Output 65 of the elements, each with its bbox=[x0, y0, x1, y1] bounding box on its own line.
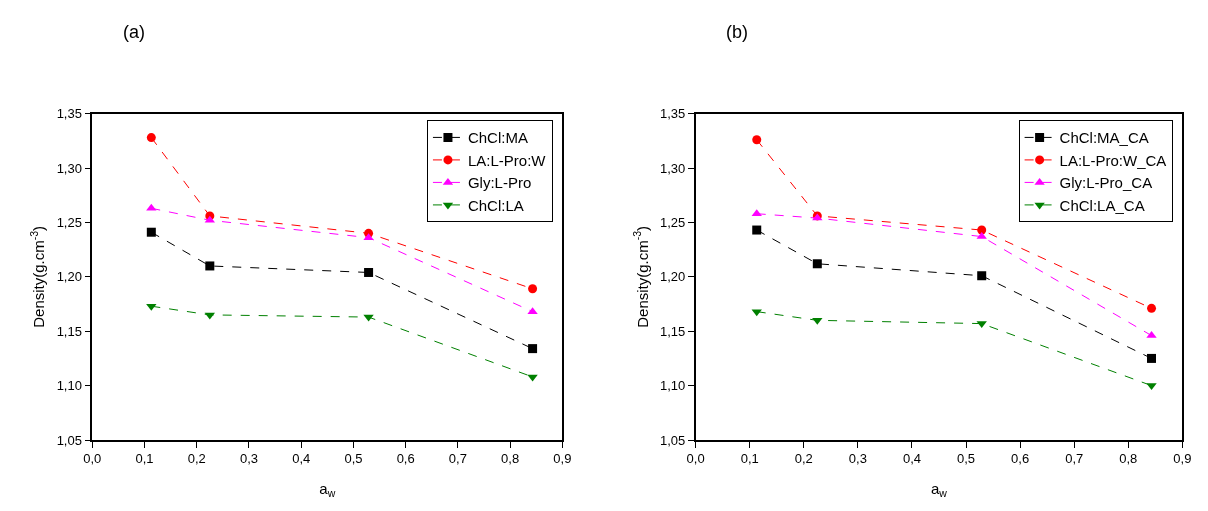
legend-label: ChCl:MA bbox=[467, 129, 528, 147]
point bbox=[1147, 303, 1157, 313]
y-tick-label: 1,15 bbox=[56, 323, 82, 339]
x-tick-label: 0,8 bbox=[501, 451, 520, 467]
point bbox=[752, 225, 762, 235]
y-tick-label: 1,20 bbox=[659, 269, 686, 285]
x-tick-label: 0,7 bbox=[448, 451, 467, 467]
x-tick-label: 0,9 bbox=[553, 451, 572, 467]
point bbox=[146, 227, 156, 237]
point bbox=[751, 309, 762, 317]
point bbox=[528, 344, 538, 354]
legend-label: ChCl:MA_CA bbox=[1059, 129, 1149, 147]
x-tick-label: 0,5 bbox=[956, 451, 976, 467]
y-tick-label: 1,10 bbox=[56, 378, 82, 394]
point bbox=[146, 203, 157, 211]
point bbox=[976, 321, 987, 329]
legend-label: Gly:L-Pro_CA bbox=[1059, 174, 1153, 192]
x-tick-label: 0,2 bbox=[794, 451, 813, 467]
legend-label: ChCl:LA bbox=[467, 196, 524, 214]
x-axis-title: a$_{w}$ bbox=[319, 479, 336, 500]
y-tick-label: 1,05 bbox=[56, 432, 82, 448]
point bbox=[977, 271, 987, 281]
chart-title: (a) bbox=[123, 22, 145, 42]
point bbox=[812, 259, 822, 269]
y-tick-label: 1,35 bbox=[56, 106, 82, 122]
x-tick-label: 0,8 bbox=[1119, 451, 1138, 467]
x-tick-label: 0,3 bbox=[239, 451, 259, 467]
y-tick-label: 1,25 bbox=[56, 214, 82, 230]
point bbox=[363, 314, 374, 322]
x-tick-label: 0,4 bbox=[292, 451, 311, 467]
x-tick-label: 0,5 bbox=[344, 451, 363, 467]
y-tick-label: 1,25 bbox=[659, 214, 686, 230]
x-tick-label: 0,7 bbox=[1065, 451, 1084, 467]
x-tick-label: 0,3 bbox=[848, 451, 867, 467]
x-axis-title: a$_{w}$ bbox=[931, 479, 948, 500]
y-tick-label: 1,20 bbox=[56, 269, 82, 285]
x-tick-label: 0,9 bbox=[1173, 451, 1192, 467]
point bbox=[205, 261, 215, 271]
y-tick-label: 1,05 bbox=[659, 432, 686, 448]
x-tick-label: 0,4 bbox=[902, 451, 921, 467]
y-tick-label: 1,30 bbox=[56, 160, 82, 176]
x-tick-label: 0,1 bbox=[740, 451, 759, 467]
y-tick-label: 1,15 bbox=[659, 323, 686, 339]
x-tick-label: 0,6 bbox=[1011, 451, 1030, 467]
point bbox=[364, 267, 374, 277]
point bbox=[528, 284, 538, 294]
x-tick-label: 0,0 bbox=[83, 451, 102, 467]
legend-label: Gly:L-Pro bbox=[467, 174, 532, 192]
point bbox=[146, 303, 157, 311]
chart-title: (b) bbox=[726, 22, 748, 42]
y-tick-label: 1,35 bbox=[659, 106, 686, 122]
point bbox=[1147, 353, 1157, 363]
x-tick-label: 0,6 bbox=[396, 451, 415, 467]
x-tick-label: 0,0 bbox=[686, 451, 705, 467]
legend-label: LA:L-Pro:W bbox=[467, 151, 547, 169]
point bbox=[752, 135, 762, 145]
legend-label: LA:L-Pro:W_CA bbox=[1059, 151, 1167, 169]
point bbox=[977, 225, 987, 235]
x-tick-label: 0,2 bbox=[187, 451, 206, 467]
legend-label: ChCl:LA_CA bbox=[1059, 196, 1145, 214]
x-tick-label: 0,1 bbox=[135, 451, 154, 467]
point bbox=[1146, 383, 1157, 391]
y-tick-label: 1,10 bbox=[659, 378, 686, 394]
point bbox=[146, 133, 156, 143]
y-tick-label: 1,30 bbox=[659, 160, 686, 176]
